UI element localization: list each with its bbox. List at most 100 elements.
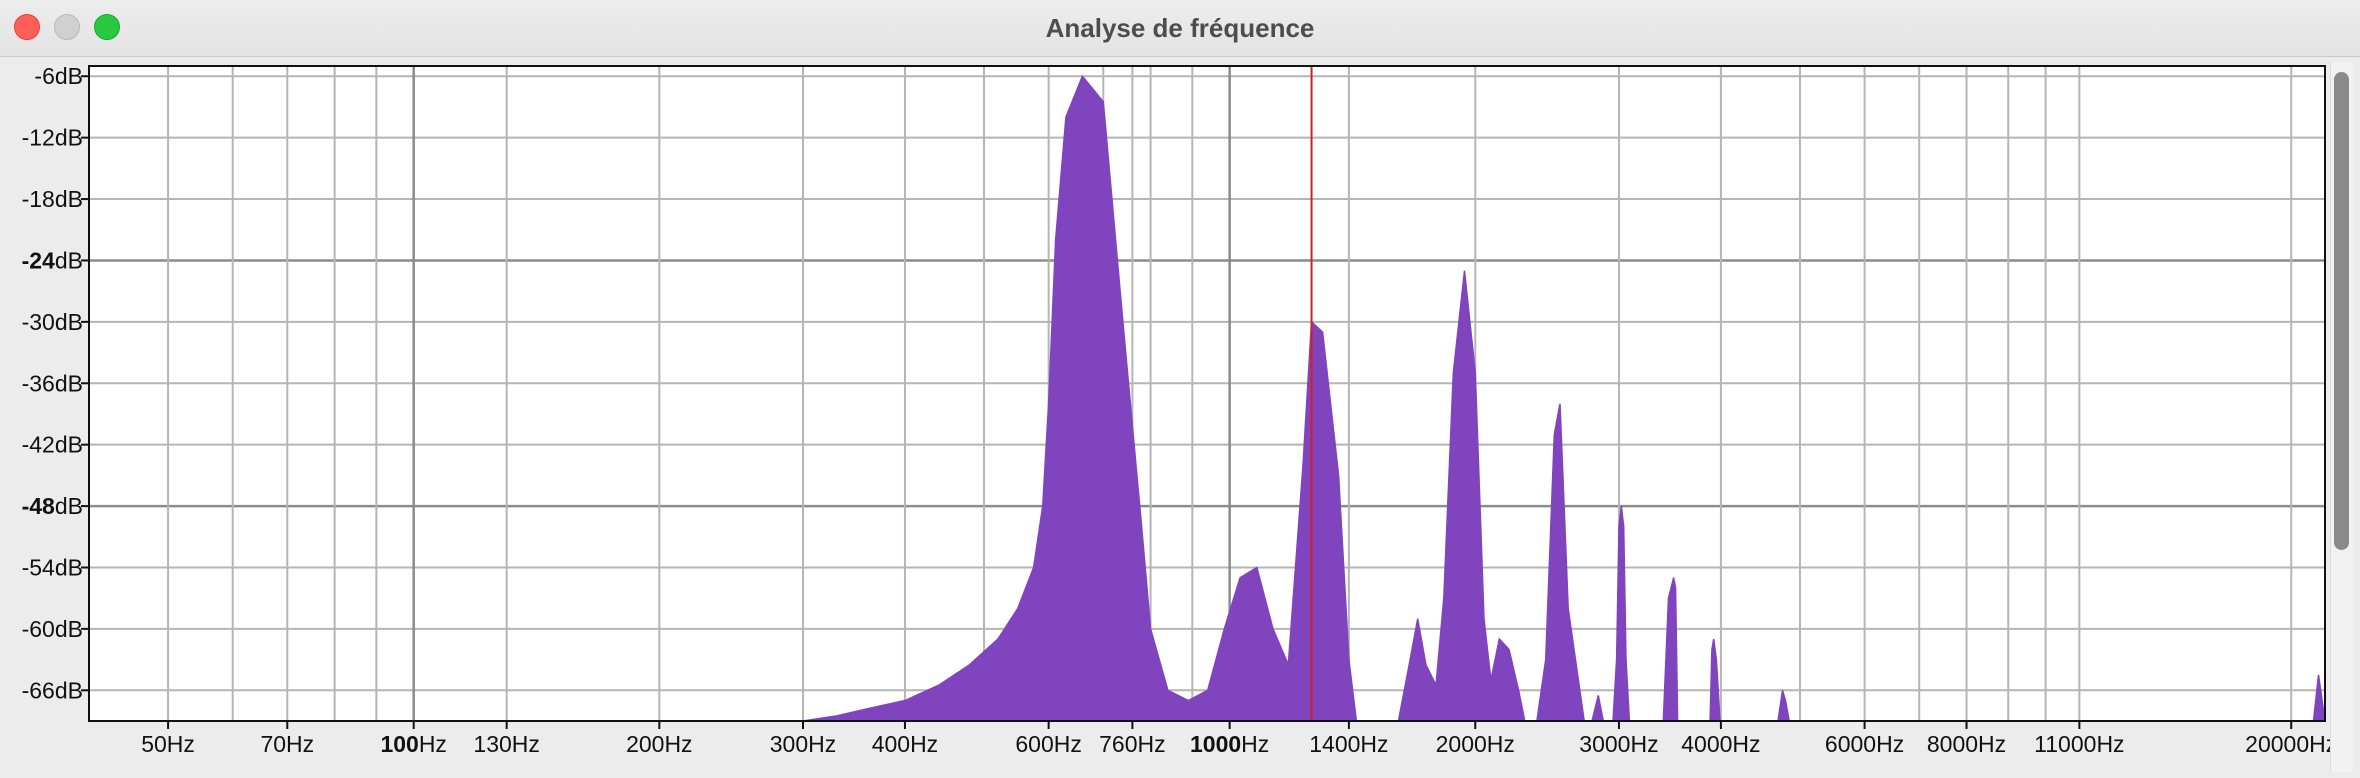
x-tick-number: 400: [872, 731, 910, 757]
y-tick-unit: dB: [55, 63, 83, 89]
x-tick-label: 20000Hz: [2245, 731, 2330, 757]
y-tick-label: -30dB: [22, 309, 83, 335]
window-title: Analyse de fréquence: [1045, 13, 1315, 43]
y-tick-unit: dB: [55, 616, 83, 642]
x-tick-label: 70Hz: [260, 731, 314, 757]
y-tick-unit: dB: [55, 432, 83, 458]
x-tick-unit: Hz: [664, 731, 692, 757]
y-tick-unit: dB: [55, 677, 83, 703]
x-tick-label: 1000Hz: [1190, 731, 1269, 757]
y-tick-unit: dB: [55, 554, 83, 580]
x-axis: 50Hz 70Hz 100Hz 130Hz 200Hz 300Hz 400Hz 600Hz 76…: [141, 721, 2330, 757]
x-tick-label: 3000Hz: [1579, 731, 1658, 757]
y-tick-label: -24dB: [22, 247, 83, 273]
x-tick-unit: Hz: [1487, 731, 1515, 757]
x-tick-unit: Hz: [167, 731, 195, 757]
x-tick-label: 400Hz: [872, 731, 939, 757]
y-tick-number: -54: [22, 554, 55, 580]
x-tick-unit: Hz: [286, 731, 314, 757]
maximize-button[interactable]: [94, 14, 120, 40]
title-bar: Analyse de fréquence: [0, 0, 2360, 57]
x-tick-label: 6000Hz: [1825, 731, 1904, 757]
x-tick-label: 4000Hz: [1681, 731, 1760, 757]
x-tick-number: 20000: [2245, 731, 2309, 757]
plot-frame: [88, 65, 2326, 722]
y-tick-unit: dB: [55, 247, 83, 273]
y-tick-number: -12: [22, 125, 55, 151]
scrollbar-thumb[interactable]: [2334, 72, 2349, 550]
y-tick-label: -60dB: [22, 616, 83, 642]
x-tick-unit: Hz: [1360, 731, 1388, 757]
y-tick-unit: dB: [55, 125, 83, 151]
spectrum-area: [89, 74, 2326, 722]
x-tick-number: 100: [380, 731, 418, 757]
x-tick-label: 2000Hz: [1436, 731, 1515, 757]
x-tick-unit: Hz: [808, 731, 836, 757]
y-tick-number: -60: [22, 616, 55, 642]
y-tick-label: -48dB: [22, 493, 83, 519]
x-tick-label: 200Hz: [626, 731, 693, 757]
y-tick-label: -66dB: [22, 677, 83, 703]
y-tick-number: -6: [34, 63, 54, 89]
x-tick-label: 1400Hz: [1309, 731, 1388, 757]
x-tick-number: 6000: [1825, 731, 1876, 757]
x-tick-label: 300Hz: [770, 731, 837, 757]
x-tick-unit: Hz: [512, 731, 540, 757]
x-tick-unit: Hz: [419, 731, 447, 757]
x-tick-unit: Hz: [1241, 731, 1269, 757]
vertical-scrollbar[interactable]: [2330, 62, 2353, 772]
y-tick-number: -30: [22, 309, 55, 335]
y-tick-number: -36: [22, 370, 55, 396]
x-tick-unit: Hz: [1630, 731, 1658, 757]
x-tick-unit: Hz: [1978, 731, 2006, 757]
plot-area[interactable]: [89, 66, 2325, 721]
y-tick-number: -24: [22, 247, 55, 273]
y-tick-label: -42dB: [22, 432, 83, 458]
x-tick-unit: Hz: [1054, 731, 1082, 757]
x-tick-label: 11000Hz: [2034, 731, 2124, 757]
y-tick-label: -18dB: [22, 186, 83, 212]
minimize-button[interactable]: [54, 14, 80, 40]
x-tick-number: 4000: [1681, 731, 1732, 757]
x-tick-number: 300: [770, 731, 808, 757]
x-tick-number: 2000: [1436, 731, 1487, 757]
y-tick-number: -66: [22, 677, 55, 703]
x-tick-label: 600Hz: [1015, 731, 1082, 757]
x-tick-number: 760: [1099, 731, 1137, 757]
frequency-spectrum-chart[interactable]: -6dB-12dB-18dB-24dB-30dB-36dB-42dB-48dB-…: [0, 57, 2330, 778]
x-tick-number: 1400: [1309, 731, 1360, 757]
y-tick-number: -42: [22, 432, 55, 458]
x-tick-number: 200: [626, 731, 664, 757]
y-tick-unit: dB: [55, 370, 83, 396]
x-tick-label: 130Hz: [473, 731, 539, 757]
x-tick-number: 11000: [2034, 731, 2096, 757]
x-tick-number: 130: [473, 731, 511, 757]
x-tick-unit: Hz: [1876, 731, 1904, 757]
y-tick-label: -12dB: [22, 125, 83, 151]
y-tick-label: -36dB: [22, 370, 83, 396]
x-tick-label: 8000Hz: [1927, 731, 2006, 757]
y-tick-number: -18: [22, 186, 55, 212]
y-tick-unit: dB: [55, 186, 83, 212]
x-tick-label: 100Hz: [380, 731, 447, 757]
y-tick-unit: dB: [55, 309, 83, 335]
y-axis: -6dB-12dB-18dB-24dB-30dB-36dB-42dB-48dB-…: [22, 63, 89, 703]
x-tick-number: 8000: [1927, 731, 1978, 757]
x-tick-unit: Hz: [1138, 731, 1166, 757]
x-tick-number: 1000: [1190, 731, 1241, 757]
close-button[interactable]: [14, 14, 40, 40]
x-tick-unit: Hz: [2096, 731, 2124, 757]
x-tick-number: 600: [1015, 731, 1053, 757]
x-tick-label: 50Hz: [141, 731, 195, 757]
y-tick-label: -6dB: [34, 63, 83, 89]
x-tick-unit: Hz: [910, 731, 938, 757]
x-tick-unit: Hz: [2309, 731, 2330, 757]
x-tick-number: 70: [260, 731, 286, 757]
x-tick-number: 3000: [1579, 731, 1630, 757]
y-tick-label: -54dB: [22, 554, 83, 580]
y-tick-unit: dB: [55, 493, 83, 519]
x-tick-unit: Hz: [1732, 731, 1760, 757]
y-tick-number: -48: [22, 493, 55, 519]
x-tick-number: 50: [141, 731, 167, 757]
